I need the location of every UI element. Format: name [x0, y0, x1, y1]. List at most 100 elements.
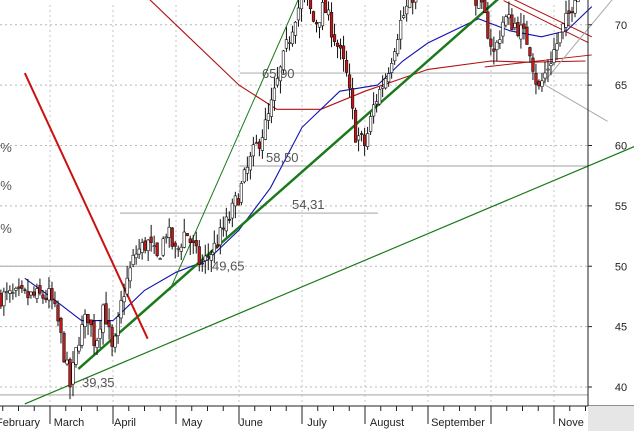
candle-body: [176, 248, 180, 250]
candle-body: [167, 226, 171, 238]
trendline: [534, 78, 608, 122]
candle-body: [320, 2, 325, 27]
candle-body: [173, 242, 177, 247]
candle-body: [531, 57, 535, 72]
candle-body: [284, 39, 289, 49]
candle-body: [191, 240, 195, 243]
candle-body: [507, 14, 511, 19]
candle-body: [254, 142, 258, 144]
candle-body: [233, 195, 237, 207]
trendline: [77, 0, 499, 370]
candle-body: [372, 104, 376, 117]
candle-body: [492, 48, 496, 52]
candle-body: [474, 0, 478, 6]
candle-body: [98, 328, 102, 339]
candle-body: [200, 262, 204, 265]
candle-body: [525, 26, 529, 45]
x-tick-label: March: [54, 417, 85, 429]
candle-body: [278, 66, 283, 82]
candle-body: [257, 141, 261, 149]
candle-body: [350, 88, 355, 109]
candle-body: [56, 304, 60, 322]
candle-body: [576, 0, 580, 3]
candle-body: [113, 335, 117, 348]
candle-body: [338, 44, 343, 49]
y-tick-label: 50: [615, 261, 627, 273]
level-label: 58,50: [266, 150, 299, 165]
candle-body: [290, 31, 295, 45]
x-tick-label: April: [114, 417, 136, 429]
candle-body: [408, 0, 412, 8]
candle-body: [489, 38, 493, 47]
candle-body: [549, 63, 553, 67]
candle-body: [272, 87, 277, 101]
candle-body: [393, 51, 397, 62]
candle-body: [59, 318, 63, 333]
candle-body: [251, 144, 255, 157]
candle-body: [326, 9, 331, 16]
candle-body: [224, 216, 228, 232]
candle-body: [402, 15, 406, 18]
candle-body: [149, 236, 153, 243]
candle-body: [194, 240, 198, 247]
moving-averages: [24, 0, 593, 322]
candle-body: [143, 240, 147, 251]
candle-body: [513, 23, 517, 28]
candle-body: [528, 47, 532, 57]
candle-body: [95, 340, 99, 348]
candle-body: [80, 324, 84, 346]
candle-body: [74, 347, 78, 365]
candle-body: [555, 43, 559, 51]
gridlines: [0, 5, 588, 406]
candle-body: [293, 21, 298, 36]
level-labels: 78,6672,2065,9058,5054,3149,6539,352%0%8…: [0, 66, 325, 390]
candle-body: [212, 242, 216, 254]
trendline: [484, 54, 592, 68]
candle-body: [116, 316, 120, 336]
candle-body: [266, 113, 271, 121]
candle-body: [287, 42, 292, 44]
candle-body: [107, 321, 111, 328]
candle-body: [546, 68, 550, 71]
candle-body: [311, 11, 316, 22]
candle-body: [483, 0, 487, 14]
candle-body: [227, 218, 231, 221]
candle-body: [44, 297, 48, 300]
percent-label: 2%: [0, 140, 12, 155]
candle-body: [170, 227, 174, 247]
candle-body: [510, 14, 514, 31]
x-tick-label: June: [239, 417, 263, 429]
candle-body: [146, 239, 150, 252]
candle-body: [411, 0, 415, 3]
candle-body: [366, 133, 370, 147]
candle-body: [47, 288, 51, 301]
candle-body: [122, 296, 126, 303]
candle-body: [125, 277, 129, 295]
candle-body: [564, 13, 568, 28]
candle-body: [242, 169, 246, 183]
candle-body: [269, 99, 274, 117]
candle-body: [32, 291, 36, 296]
candle-body: [399, 20, 403, 40]
candle-body: [161, 238, 165, 256]
candle-body: [381, 86, 385, 89]
candle-body: [567, 10, 571, 14]
candle-body: [23, 289, 27, 291]
candle-body: [197, 246, 201, 266]
level-label: 49,65: [212, 258, 245, 273]
candle-body: [480, 0, 484, 3]
candle-body: [281, 50, 286, 71]
candle-body: [209, 254, 213, 261]
candle-body: [414, 0, 418, 3]
candle-body: [329, 12, 334, 38]
candle-body: [477, 0, 481, 9]
candle-body: [20, 285, 24, 289]
x-tick-label: Nove: [558, 417, 584, 429]
candle-body: [522, 23, 526, 29]
candle-body: [299, 0, 304, 10]
candle-body: [245, 167, 249, 174]
candle-body: [14, 287, 18, 291]
x-tick-label: August: [370, 417, 404, 429]
